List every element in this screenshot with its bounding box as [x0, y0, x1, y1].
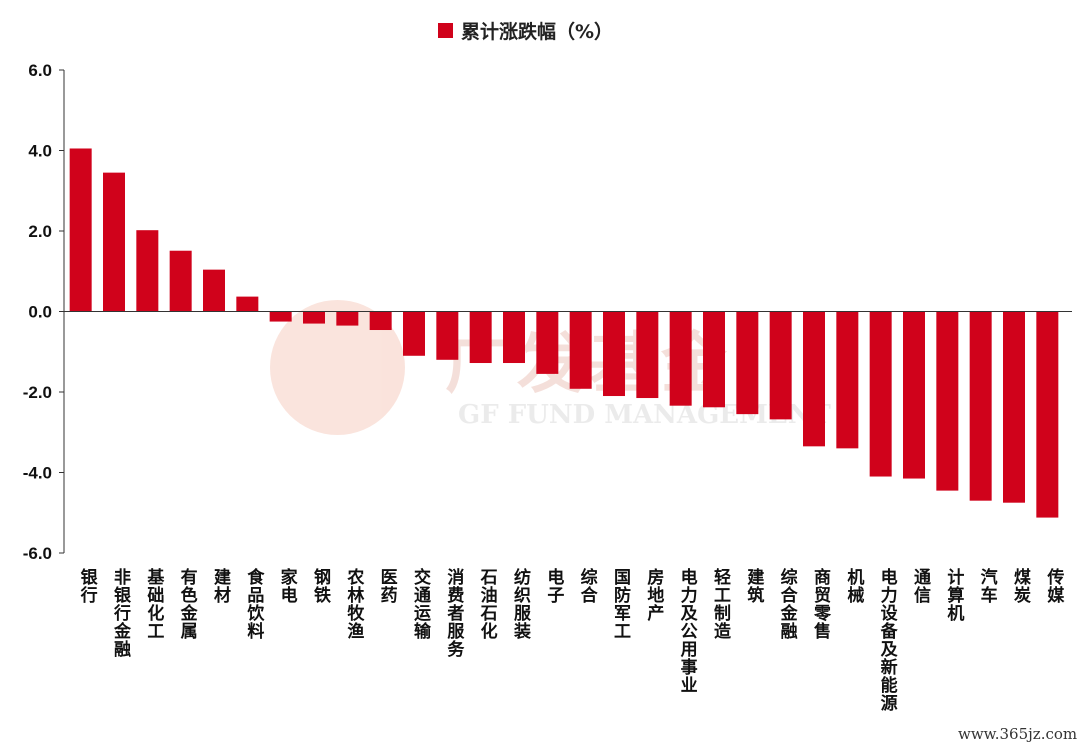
- y-tick-label: 2.0: [28, 222, 52, 241]
- bar: [636, 311, 659, 399]
- footer-site: www.365jz.com: [958, 725, 1078, 743]
- x-tick-label: 传媒: [1043, 567, 1065, 604]
- x-tick-label: 医药: [377, 568, 398, 604]
- bar: [569, 311, 592, 389]
- bar: [1003, 311, 1025, 503]
- legend-swatch: [438, 22, 453, 38]
- x-tick-label: 综合金融: [777, 567, 799, 640]
- bar: [669, 311, 692, 406]
- bar: [103, 172, 125, 312]
- x-tick-label: 消费者服务: [443, 567, 465, 658]
- x-tick-label: 国防军工: [610, 568, 631, 640]
- bar: [936, 311, 959, 491]
- x-tick-label: 电力及公用事业: [677, 567, 698, 694]
- bar: [136, 230, 159, 312]
- x-tick-label: 有色金属: [177, 567, 199, 640]
- bar: [436, 311, 459, 360]
- bar: [603, 311, 625, 397]
- x-tick-label: 房地产: [643, 567, 664, 622]
- bar: [203, 269, 225, 312]
- x-tick-label: 汽车: [977, 567, 998, 604]
- y-tick-label: 4.0: [28, 142, 52, 161]
- x-tick-label: 家电: [277, 567, 298, 604]
- bar: [336, 311, 359, 326]
- x-tick-label: 通信: [910, 568, 931, 604]
- bar: [269, 311, 292, 322]
- x-tick-label: 煤炭: [1010, 567, 1031, 604]
- x-tick-label: 农林牧渔: [343, 567, 365, 640]
- x-tick-label: 计算机: [943, 567, 965, 622]
- x-tick-label: 建筑: [743, 567, 764, 604]
- bar: [769, 311, 792, 420]
- bar: [303, 311, 325, 324]
- x-tick-label: 食品饮料: [243, 567, 264, 640]
- bar: [503, 311, 525, 364]
- x-tick-label: 商贸零售: [810, 567, 832, 640]
- y-tick-label: -4.0: [23, 464, 52, 483]
- bar: [736, 311, 759, 415]
- x-tick-label: 基础化工: [143, 567, 165, 640]
- bar: [903, 311, 925, 479]
- x-tick-label: 建材: [210, 567, 231, 604]
- bar: [969, 311, 992, 501]
- chart-legend: 累计涨跌幅（%）: [438, 17, 613, 43]
- bar: [803, 311, 825, 447]
- x-tick-label: 纺织服装: [510, 567, 532, 640]
- x-tick-label: 非银行金融: [110, 567, 132, 658]
- x-tick-label: 综合: [577, 567, 598, 604]
- y-tick-label: 0.0: [28, 303, 52, 322]
- x-tick-label: 银行: [77, 567, 99, 604]
- bar: [369, 311, 392, 331]
- bar: [836, 311, 859, 449]
- bar: [169, 250, 192, 312]
- x-tick-label: 电子: [543, 567, 564, 604]
- bar: [236, 296, 259, 312]
- y-tick-label: -6.0: [23, 544, 52, 563]
- bar: [536, 311, 559, 374]
- bar: [703, 311, 725, 408]
- y-tick-label: 6.0: [28, 61, 52, 80]
- bar: [69, 148, 92, 312]
- bar: [469, 311, 492, 364]
- x-tick-label: 石油石化: [477, 568, 499, 640]
- x-tick-label: 机械: [843, 567, 864, 604]
- bar: [403, 311, 425, 356]
- x-tick-label: 电力设备及新能源: [877, 567, 899, 712]
- bar: [1036, 311, 1059, 518]
- bar: [869, 311, 892, 477]
- x-tick-label: 轻工制造: [710, 567, 731, 640]
- y-tick-label: -2.0: [23, 383, 52, 402]
- x-tick-label: 钢铁: [310, 567, 331, 604]
- legend-label: 累计涨跌幅（%）: [461, 20, 614, 43]
- x-tick-label: 交通运输: [410, 567, 431, 640]
